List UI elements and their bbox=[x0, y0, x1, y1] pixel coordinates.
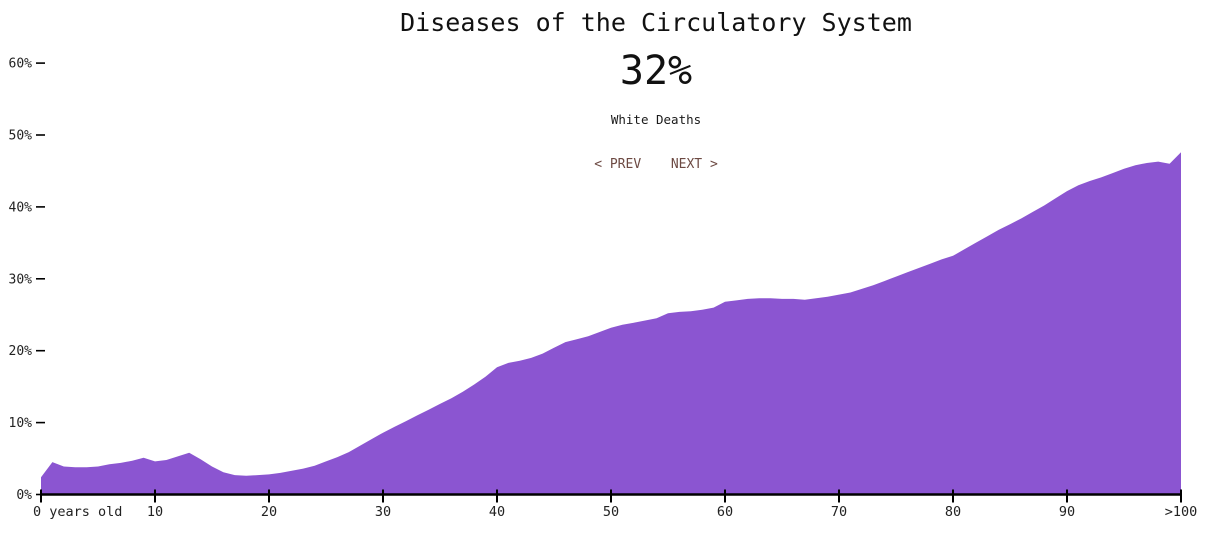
x-tick-label: 90 bbox=[1059, 504, 1075, 520]
y-tick-label: 60% bbox=[9, 57, 33, 72]
y-tick-label: 30% bbox=[9, 272, 33, 287]
prev-next-nav: < PREV NEXT > bbox=[400, 155, 912, 172]
next-button[interactable]: NEXT > bbox=[670, 157, 718, 172]
x-tick-label: 10 bbox=[147, 504, 163, 520]
area-series-white-deaths[interactable] bbox=[41, 152, 1181, 495]
y-tick-label: 10% bbox=[9, 416, 33, 431]
x-tick-label: 40 bbox=[489, 504, 505, 520]
x-tick-label: 0 years old bbox=[33, 504, 122, 520]
y-tick-label: 40% bbox=[9, 200, 33, 215]
x-tick-label: >100 bbox=[1165, 504, 1198, 520]
x-tick-label: 30 bbox=[375, 504, 391, 520]
y-tick-label: 0% bbox=[16, 488, 32, 503]
x-tick-label: 80 bbox=[945, 504, 961, 520]
x-tick-label: 60 bbox=[717, 504, 733, 520]
series-subtitle: White Deaths bbox=[610, 112, 702, 127]
y-tick-label: 20% bbox=[9, 344, 33, 359]
chart-header: Diseases of the Circulatory System 32% W… bbox=[400, 0, 912, 172]
x-tick-label: 20 bbox=[261, 504, 277, 520]
prev-button[interactable]: < PREV bbox=[594, 157, 642, 172]
x-tick-label: 50 bbox=[603, 504, 619, 520]
page-title: Diseases of the Circulatory System bbox=[400, 8, 912, 37]
x-tick-label: 70 bbox=[831, 504, 847, 520]
center-value: 32% bbox=[619, 48, 693, 94]
y-tick-label: 50% bbox=[9, 129, 33, 144]
